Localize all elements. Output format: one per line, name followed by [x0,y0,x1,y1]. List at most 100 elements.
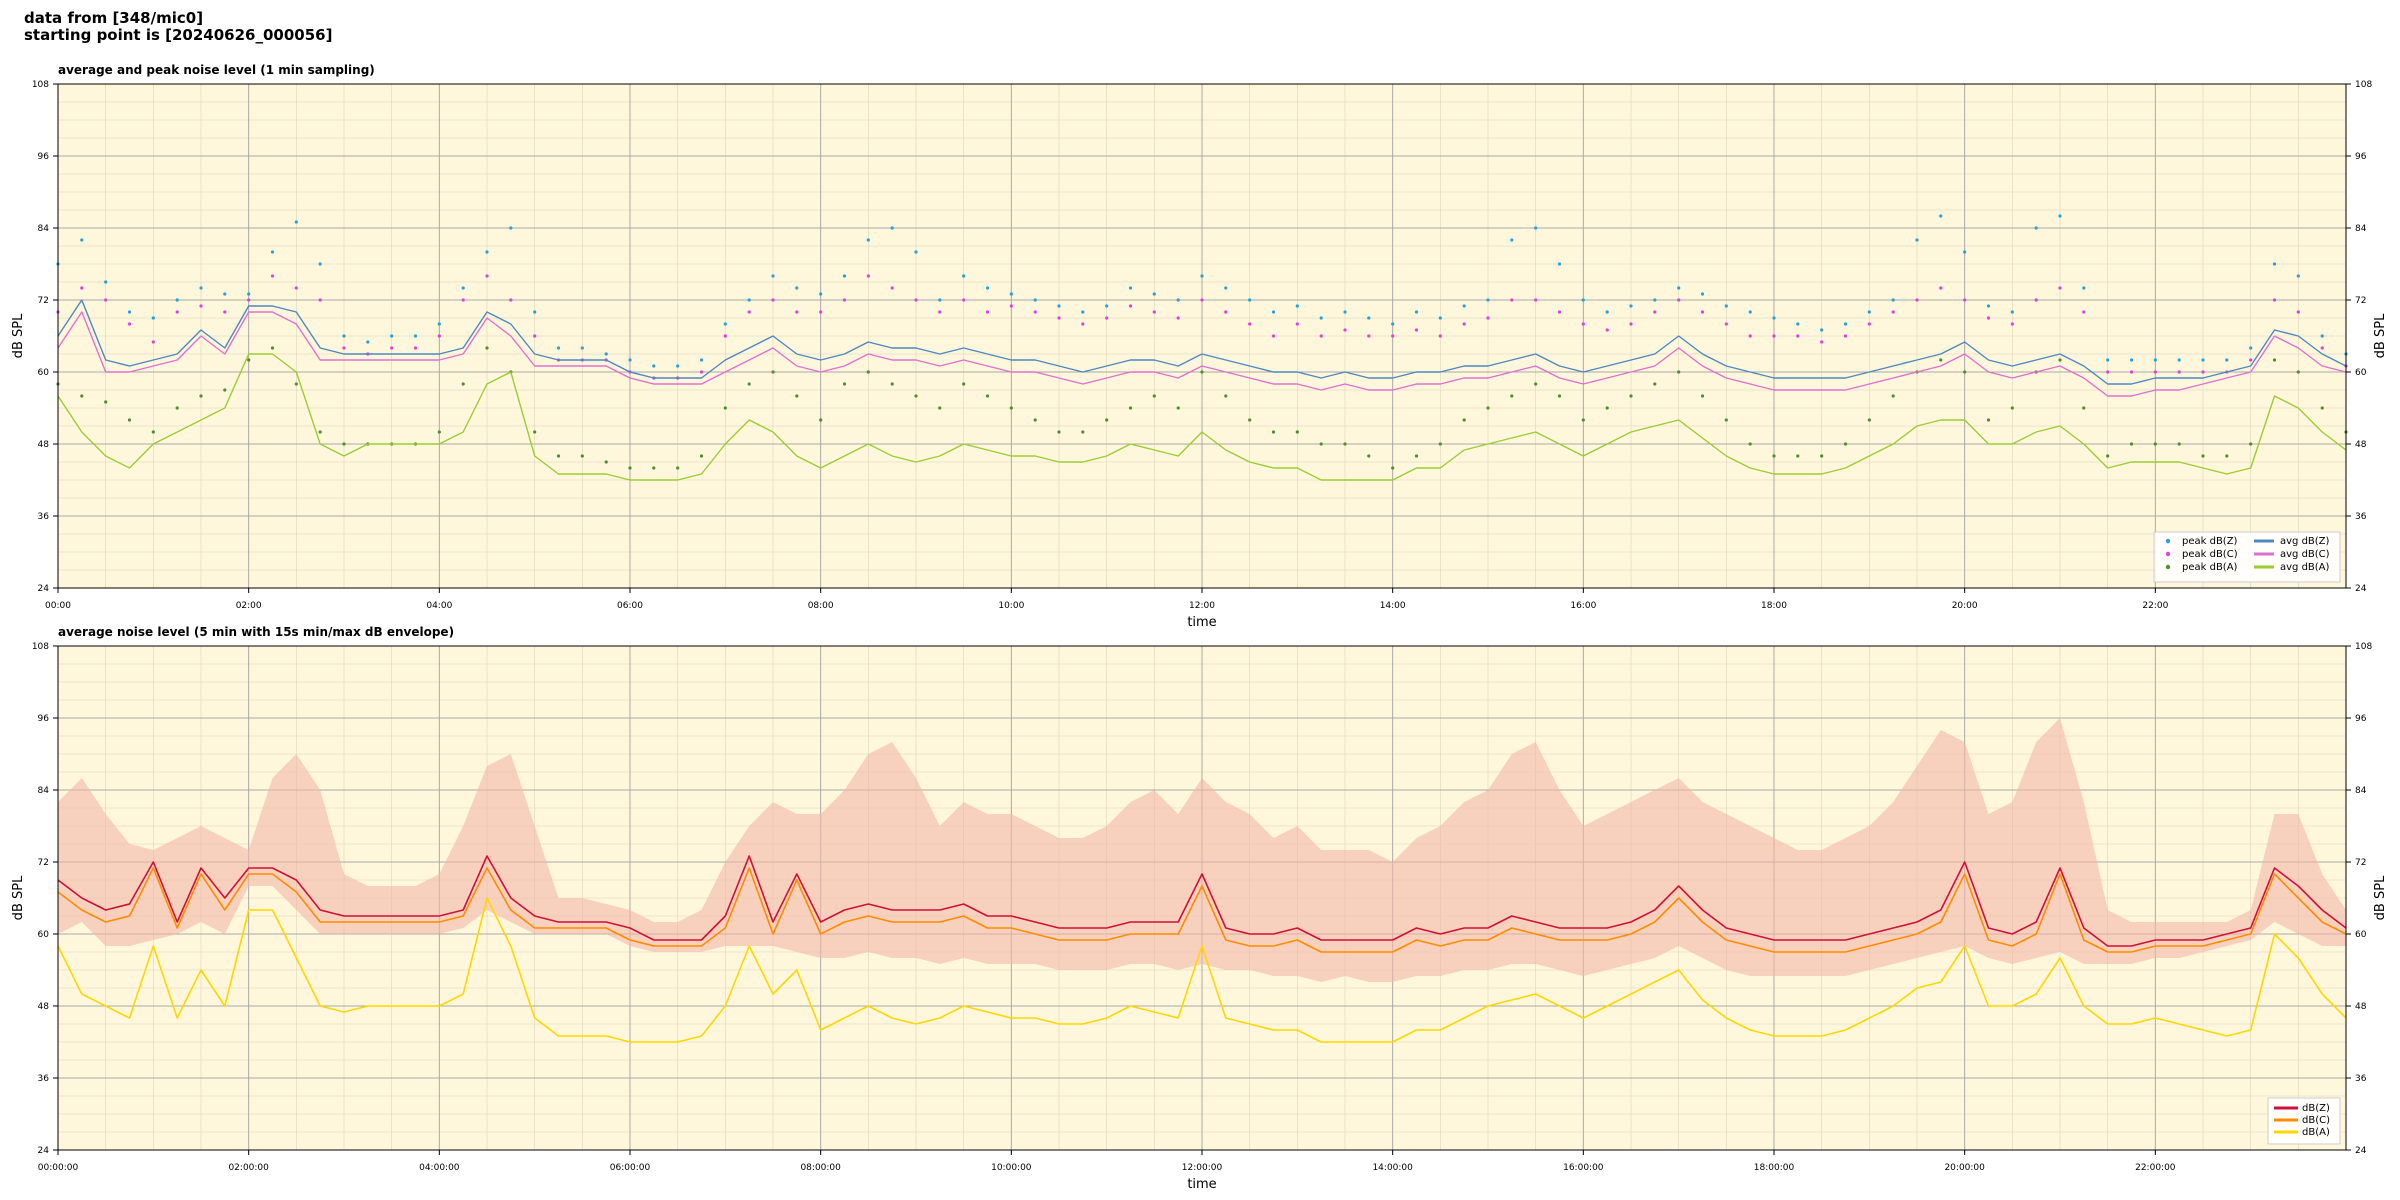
y-tick-label-left: 108 [32,642,49,652]
data-point [2177,370,2181,374]
data-point [1748,310,1752,314]
y-tick-label-right: 48 [2355,440,2367,450]
data-point [1724,418,1728,422]
y-tick-label-left: 36 [38,1074,50,1084]
data-point [2272,358,2277,362]
data-point [1295,304,1299,308]
data-point [1128,286,1133,290]
data-point [1176,298,1180,302]
data-point [1653,310,1657,314]
data-point [1152,310,1156,314]
data-point [2320,406,2324,410]
data-point [1843,322,1848,326]
data-point [962,298,966,302]
data-point [2010,322,2014,326]
data-point [1867,322,1871,326]
x-tick-label: 16:00 [1570,601,1596,611]
data-point [1009,292,1013,296]
data-point [819,292,823,296]
data-point [247,292,251,296]
data-point [1891,394,1895,398]
data-point [842,274,847,278]
data-point [938,310,942,314]
y-tick-label-right: 36 [2355,1074,2367,1084]
data-point [938,298,942,302]
data-point [1986,316,1991,320]
data-point [747,298,751,302]
data-point [2129,358,2134,362]
data-point [1462,304,1466,308]
data-point [1438,316,1442,320]
data-point [2320,334,2324,338]
x-tick-label: 08:00 [808,601,834,611]
data-point [1224,394,1228,398]
y-tick-label-right: 60 [2355,930,2367,940]
y-tick-label-left: 48 [38,1002,50,1012]
data-point [1677,370,1681,374]
series-line-avg-db-z- [57,299,2347,385]
data-point [1796,334,1800,338]
data-point [485,346,489,350]
series-line-avg-db-a- [57,353,2347,481]
data-point [1772,454,1776,458]
x-tick-label: 14:00:00 [1372,1163,1413,1173]
data-point [2106,454,2110,458]
data-point [1343,442,1347,446]
data-point [1200,370,1204,374]
y-tick-label-left: 48 [38,440,50,450]
x-axis-label: time [1187,615,1216,630]
data-point [1128,406,1133,410]
data-point [1891,298,1895,302]
data-point [1462,322,1466,326]
x-tick-label: 02:00 [236,601,262,611]
data-point [962,274,966,278]
data-point [1152,292,1156,296]
y-tick-label-right: 108 [2355,642,2372,652]
data-point [1581,322,1585,326]
series-line-avg-db-c- [57,311,2347,397]
data-point [1557,262,1562,266]
data-point [223,388,227,392]
y-tick-label-left: 84 [38,786,50,796]
data-point [1557,310,1562,314]
data-point [270,346,275,350]
y-axis-label-right: dB SPL [2373,875,2388,920]
data-point [985,310,990,314]
chart-title: average and peak noise level (1 min samp… [58,63,375,77]
data-point [747,310,751,314]
x-tick-label: 22:00 [2142,601,2168,611]
data-point [1724,304,1728,308]
legend-label: peak dB(C) [2182,549,2238,560]
x-tick-label: 04:00:00 [419,1163,460,1173]
x-axis-label: time [1187,1177,1216,1192]
data-point [461,286,465,290]
data-point [1176,406,1180,410]
data-point [628,358,632,362]
legend-label: dB(Z) [2302,1103,2330,1114]
data-point [2272,262,2277,266]
data-point [795,286,799,290]
data-point [1724,322,1728,326]
series-peak-db-z- [56,214,2348,368]
data-point [1581,418,1585,422]
data-point [294,286,298,290]
data-point [2082,286,2086,290]
data-point [342,442,346,446]
data-point [1605,328,1609,332]
data-point [771,298,775,302]
series-line-db-a- [57,897,2347,1043]
x-tick-label: 02:00:00 [228,1163,269,1173]
data-point [1486,406,1490,410]
data-point [1105,304,1109,308]
y-axis-label-right: dB SPL [2373,313,2388,358]
data-point [199,286,203,290]
data-point [1796,322,1800,326]
data-point [127,322,132,326]
data-point [1343,328,1347,332]
data-point [2296,310,2300,314]
data-point [1700,310,1705,314]
data-point [1867,310,1871,314]
data-point [1271,310,1276,314]
data-point [1510,394,1514,398]
data-point [1319,316,1323,320]
